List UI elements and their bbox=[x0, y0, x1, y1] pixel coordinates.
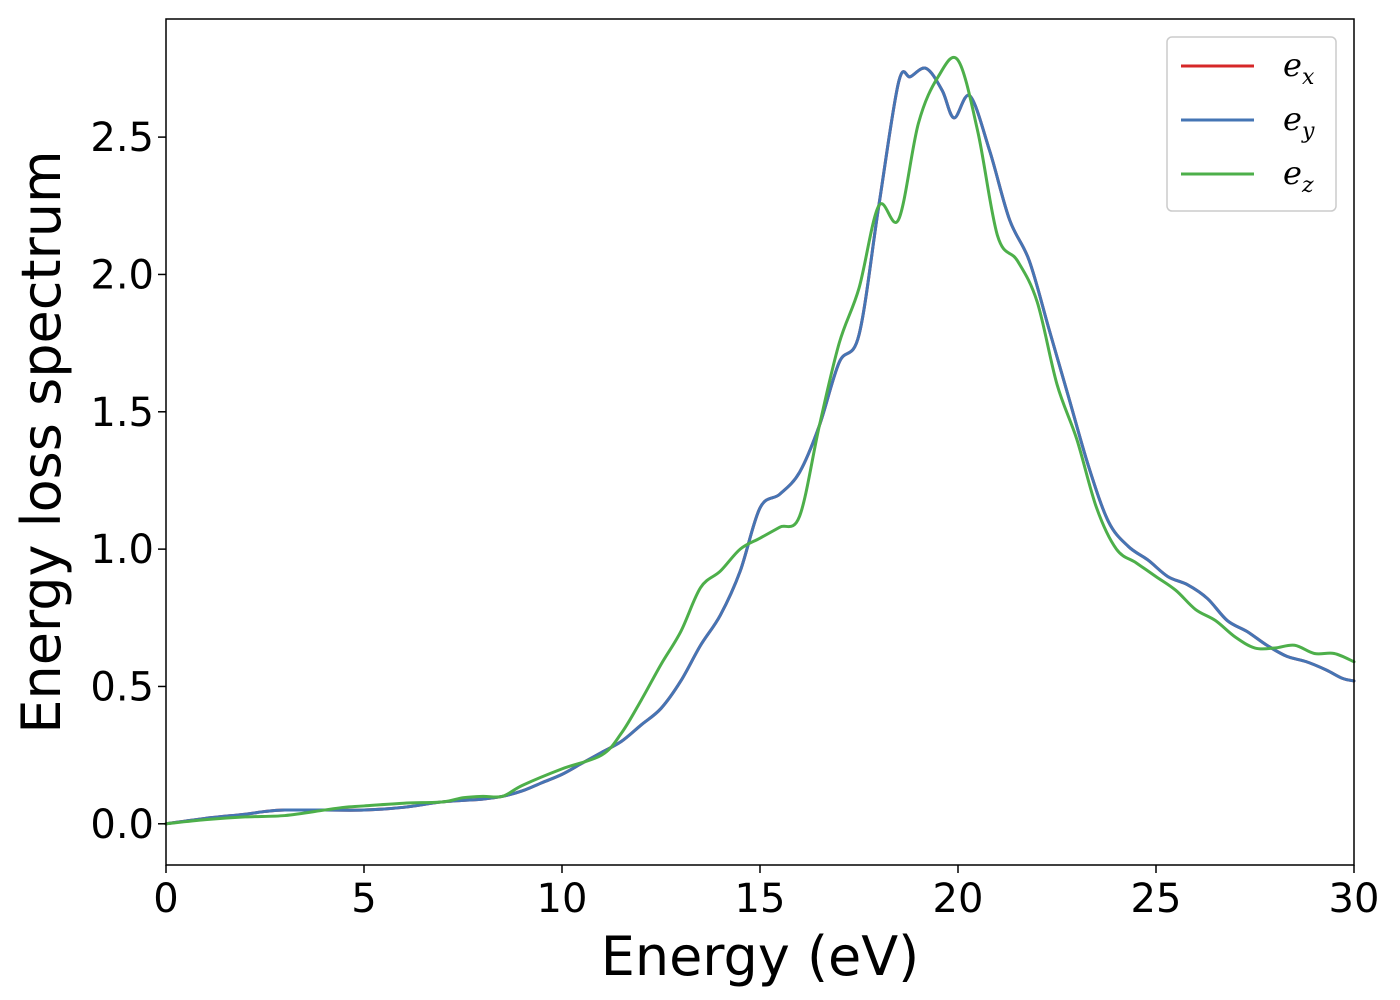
y-axis: 0.0 0.5 1.0 1.5 2.0 2.5 bbox=[90, 115, 166, 848]
y-tick-label: 2.0 bbox=[90, 252, 154, 298]
legend: ex ey ez bbox=[1166, 36, 1337, 212]
legend-label-x: ex bbox=[1283, 46, 1315, 90]
y-tick-label: 0.0 bbox=[90, 802, 154, 848]
x-axis-label: Energy (eV) bbox=[601, 925, 920, 988]
x-tick-label: 30 bbox=[1329, 876, 1380, 922]
y-tick-label: 0.5 bbox=[90, 664, 154, 710]
x-axis: 0 5 10 15 20 25 30 bbox=[153, 865, 1379, 922]
legend-label-y: ey bbox=[1283, 100, 1315, 144]
y-tick-label: 2.5 bbox=[90, 115, 154, 161]
legend-label-z: ez bbox=[1283, 154, 1314, 198]
x-tick-label: 0 bbox=[153, 876, 178, 922]
y-tick-label: 1.0 bbox=[90, 527, 154, 573]
legend-items: ex ey ez bbox=[1181, 46, 1315, 198]
x-tick-label: 20 bbox=[933, 876, 984, 922]
plot-background bbox=[166, 19, 1354, 865]
series-layer bbox=[164, 55, 1356, 826]
y-tick-label: 1.5 bbox=[90, 390, 154, 436]
x-tick-label: 5 bbox=[351, 876, 376, 922]
legend-box bbox=[1166, 36, 1337, 212]
y-axis-label: Energy loss spectrum bbox=[10, 150, 73, 733]
series-line-z bbox=[164, 55, 1356, 826]
x-tick-label: 10 bbox=[537, 876, 588, 922]
x-tick-label: 25 bbox=[1131, 876, 1182, 922]
x-tick-label: 15 bbox=[735, 876, 786, 922]
